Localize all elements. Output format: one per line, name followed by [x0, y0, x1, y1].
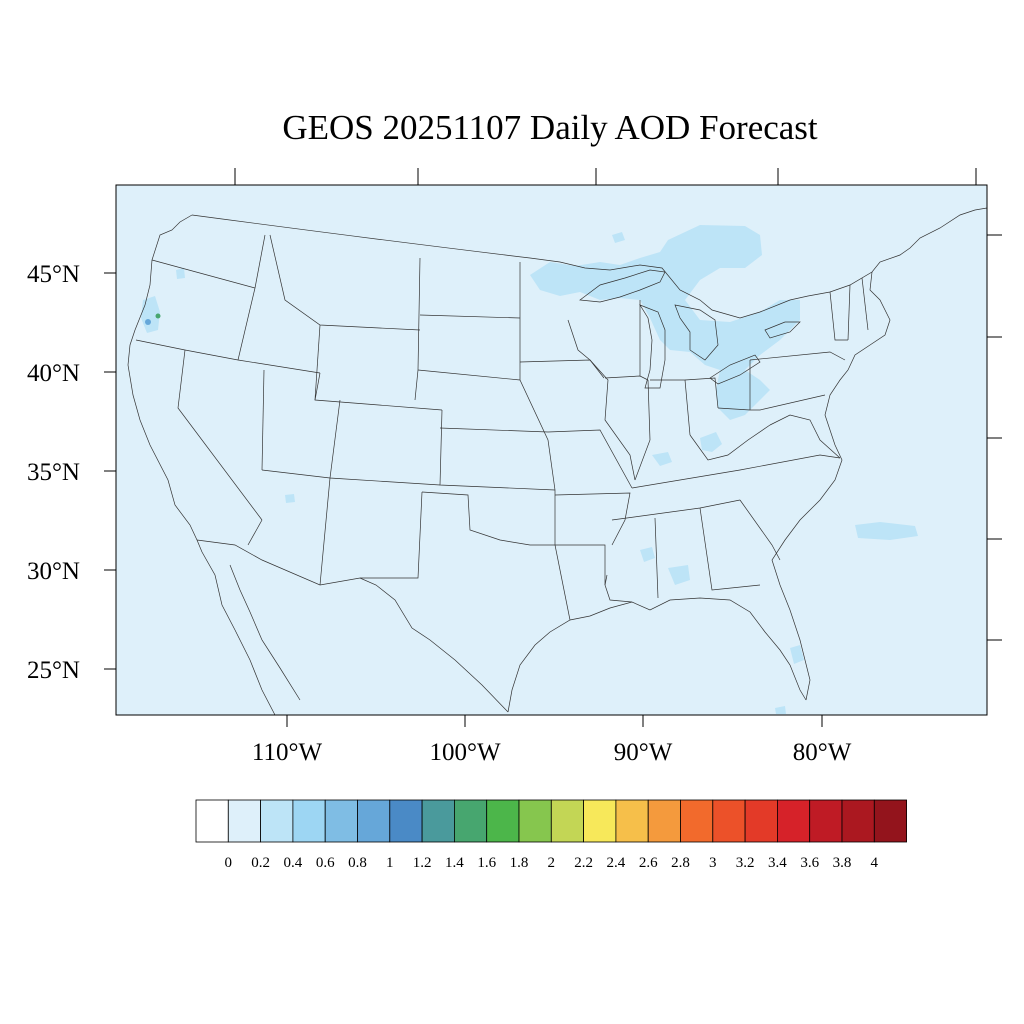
colorbar-swatch — [647, 799, 681, 843]
aod-plume-atlantic — [285, 494, 918, 540]
lon-label-80w: 80°W — [793, 739, 852, 766]
colorbar-swatch — [486, 799, 520, 843]
colorbar-tick-label: 2.4 — [607, 855, 626, 871]
lon-label-100w: 100°W — [429, 739, 500, 766]
colorbar-tick-label: 3.4 — [768, 855, 787, 871]
lat-label-40: 40°N — [27, 360, 80, 387]
axis-ticks — [104, 168, 1002, 727]
colorbar-tick-label: 2.2 — [574, 855, 593, 871]
aod-plume-ohio-valley — [652, 432, 722, 466]
colorbar-swatch — [324, 799, 358, 843]
colorbar-tick-label: 1.8 — [510, 855, 529, 871]
colorbar-tick-label: 0.4 — [284, 855, 303, 871]
colorbar-swatch — [550, 799, 584, 843]
aod-plume-great-lakes — [530, 225, 800, 420]
lon-label-110w: 110°W — [252, 739, 323, 766]
lake-huron — [674, 304, 719, 361]
colorbar-tick-label: 2.6 — [639, 855, 658, 871]
colorbar-tick-label: 3.6 — [800, 855, 819, 871]
colorbar-swatch — [357, 799, 391, 843]
colorbar-swatch — [227, 799, 262, 843]
longitude-labels: 110°W 100°W 90°W 80°W — [252, 739, 852, 766]
colorbar-swatch — [453, 799, 488, 843]
colorbar-tick-label: 4 — [871, 855, 879, 871]
colorbar-tick-label: 0.6 — [316, 855, 335, 871]
colorbar-swatch — [841, 799, 875, 843]
lat-label-35: 35°N — [27, 459, 80, 486]
lat-label-30: 30°N — [27, 558, 80, 585]
map-frame — [115, 184, 988, 716]
lake-erie — [709, 354, 761, 385]
aod-plume-southeast — [640, 547, 804, 714]
latitude-labels: 45°N 40°N 35°N 30°N 25°N — [27, 261, 80, 684]
lake-superior — [579, 269, 666, 303]
aod-hotspot-oregon-blue — [145, 319, 151, 325]
colorbar-tick-label: 3.2 — [736, 855, 755, 871]
chart-title: GEOS 20251107 Daily AOD Forecast — [282, 108, 818, 147]
lake-ontario — [764, 321, 801, 339]
colorbar-swatch — [615, 799, 649, 843]
colorbar-swatch — [389, 799, 423, 843]
colorbar-swatch — [260, 799, 294, 843]
colorbar-tick-label: 1.6 — [477, 855, 496, 871]
colorbar-tick-label: 2.8 — [671, 855, 690, 871]
colorbar-tick-label: 2 — [548, 855, 556, 871]
colorbar-swatch — [583, 799, 617, 843]
lat-label-45: 45°N — [27, 261, 80, 288]
colorbar-swatch — [777, 799, 811, 843]
colorbar-tick-label: 3.8 — [833, 855, 852, 871]
colorbar-swatch — [195, 799, 229, 843]
colorbar-tick-label: 0.2 — [251, 855, 270, 871]
lat-label-25: 25°N — [27, 657, 80, 684]
colorbar-tick-label: 0 — [225, 855, 233, 871]
colorbar-tick-label: 1 — [386, 855, 394, 871]
colorbar-swatch — [712, 799, 746, 843]
colorbar-swatch — [421, 799, 455, 843]
colorbar-tick-label: 1.4 — [445, 855, 464, 871]
colorbar-tick-label: 3 — [709, 855, 717, 871]
colorbar-swatch — [873, 799, 907, 843]
lake-michigan — [639, 304, 666, 389]
colorbar-swatch — [680, 799, 714, 843]
aod-hotspot-oregon-green — [155, 313, 161, 319]
colorbar-swatch — [292, 799, 326, 843]
colorbar-tick-label: 1.2 — [413, 855, 432, 871]
colorbar-swatch — [518, 799, 552, 843]
colorbar-swatch — [809, 799, 843, 843]
colorbar-swatch — [744, 799, 778, 843]
colorbar-labels: 0 0.2 0.4 0.6 0.8 1 1.2 1.4 1.6 1.8 2 2.2 2.4 2.6 2.8 3… — [225, 855, 879, 871]
colorbar — [195, 799, 907, 843]
lon-label-90w: 90°W — [614, 739, 673, 766]
political-boundaries — [127, 207, 987, 715]
colorbar-tick-label: 0.8 — [348, 855, 367, 871]
